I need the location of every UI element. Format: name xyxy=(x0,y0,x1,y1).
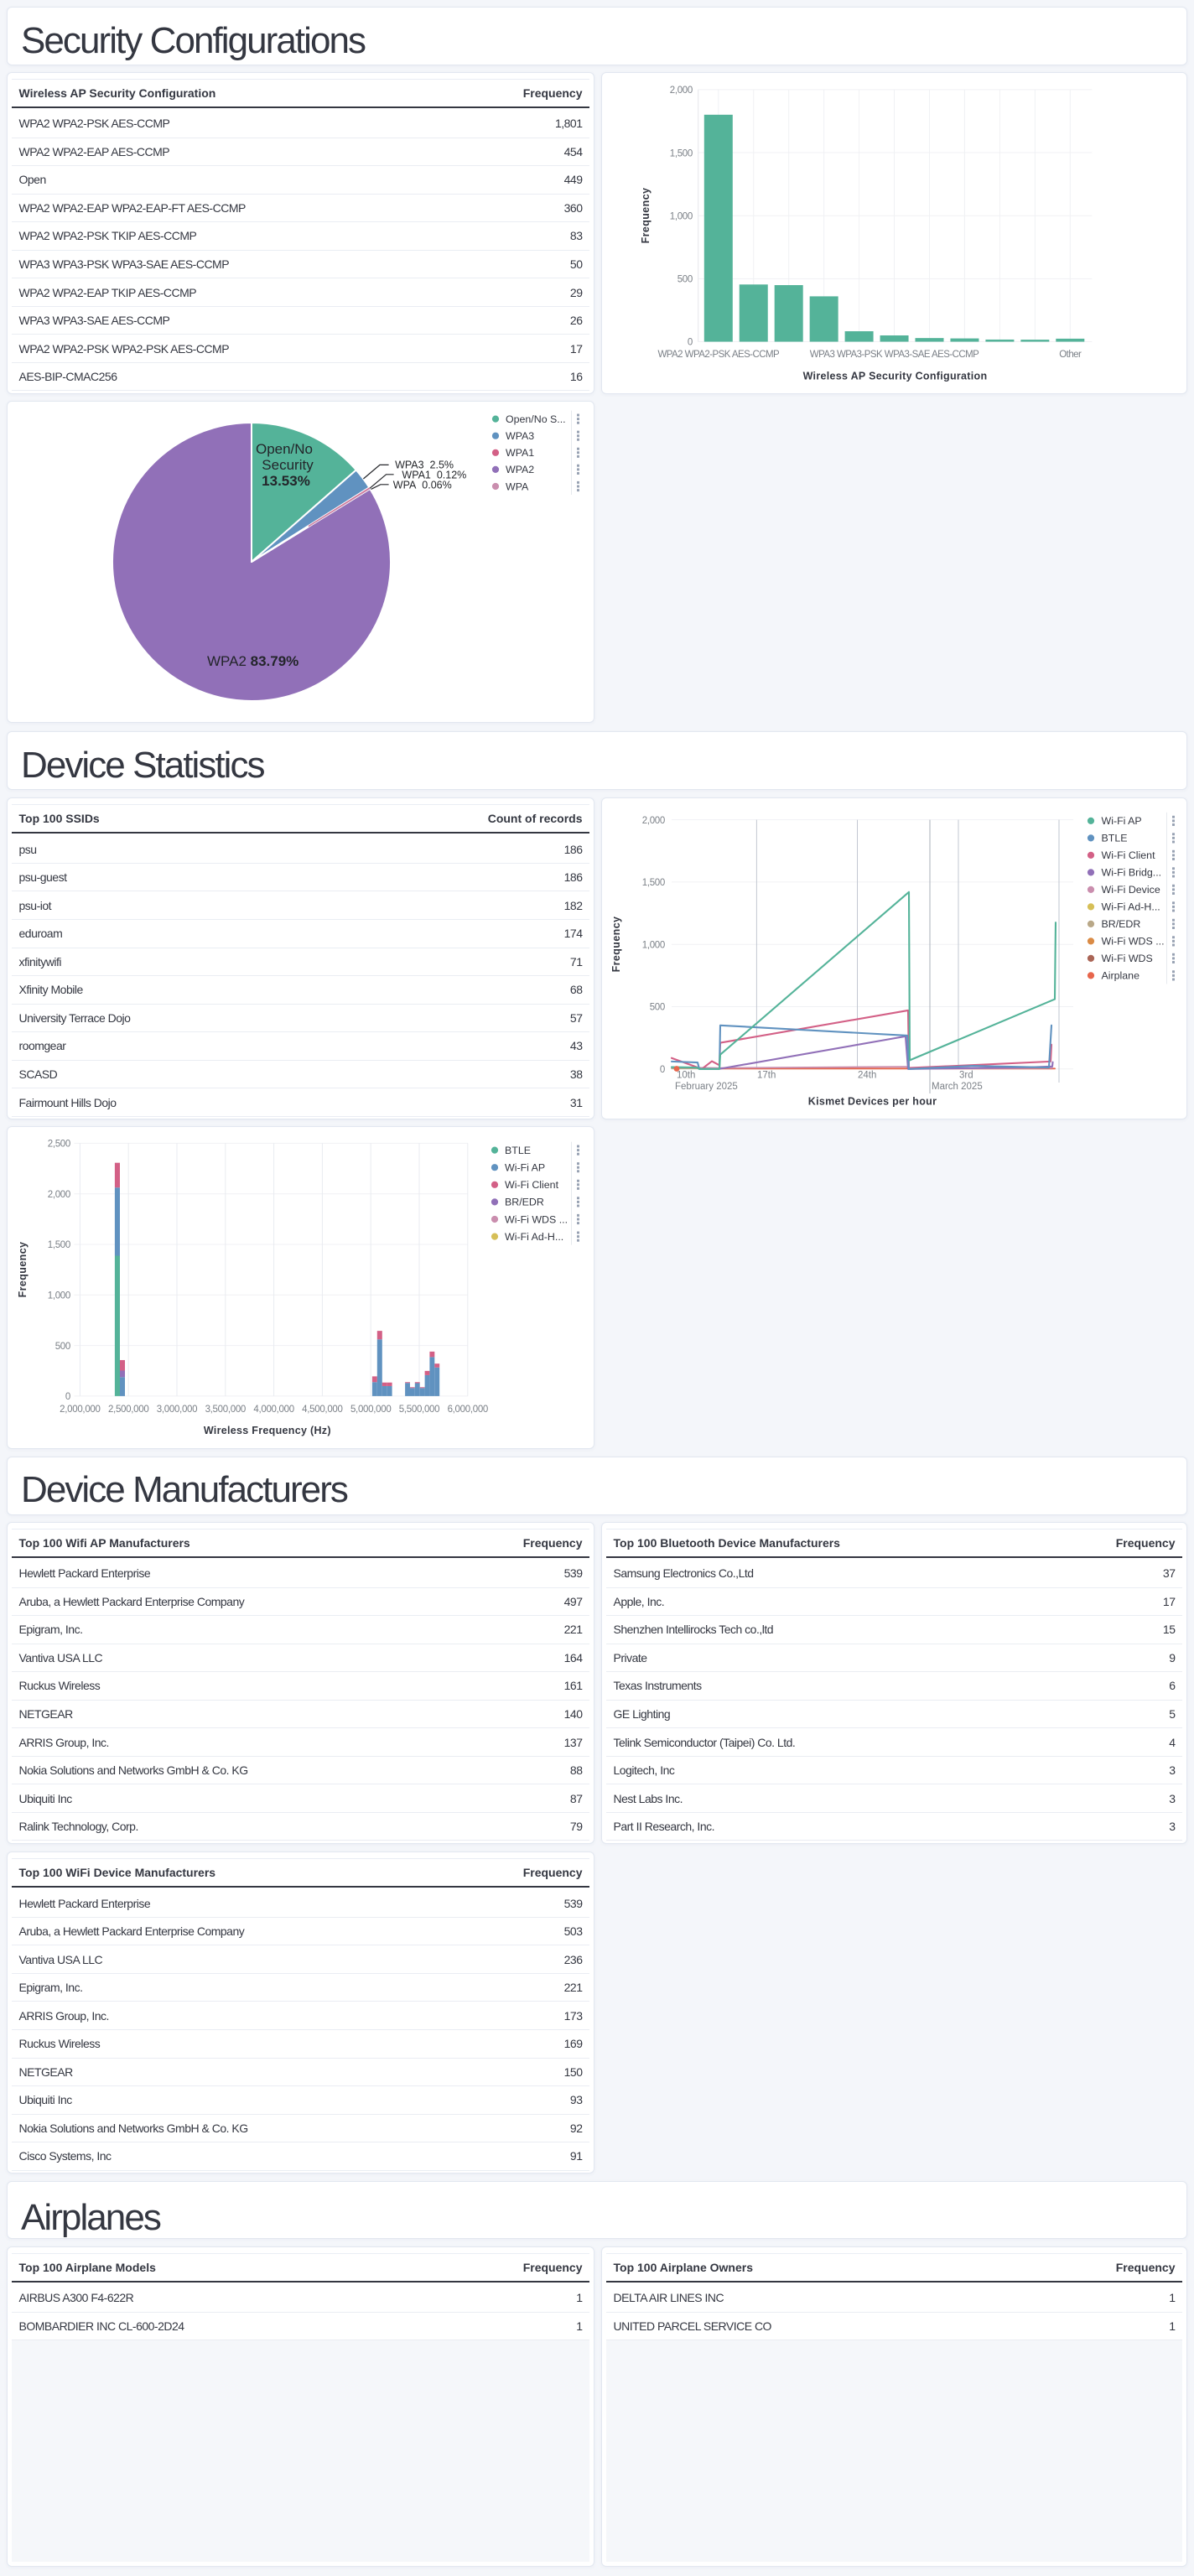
svg-text:WPA: WPA xyxy=(506,480,529,492)
svg-text:0: 0 xyxy=(660,1065,665,1075)
svg-text:Frequency: Frequency xyxy=(640,188,652,244)
svg-text:2,000: 2,000 xyxy=(670,86,693,96)
svg-text:Wi-Fi WDS ...: Wi-Fi WDS ... xyxy=(1102,936,1165,948)
svg-text:10th: 10th xyxy=(677,1071,695,1081)
svg-text:WPA2 83.79%: WPA2 83.79% xyxy=(207,653,298,669)
svg-text:Open/No: Open/No xyxy=(256,441,313,457)
svg-text:February 2025: February 2025 xyxy=(675,1082,738,1092)
svg-text:3,000,000: 3,000,000 xyxy=(157,1405,197,1415)
svg-text:500: 500 xyxy=(55,1342,70,1352)
svg-text:0: 0 xyxy=(688,338,693,348)
svg-text:2,500: 2,500 xyxy=(48,1140,70,1150)
svg-text:5,500,000: 5,500,000 xyxy=(399,1405,439,1415)
svg-text:March 2025: March 2025 xyxy=(932,1082,983,1092)
svg-text:500: 500 xyxy=(650,1003,665,1013)
svg-text:WPA 0.06%: WPA 0.06% xyxy=(393,480,452,491)
svg-text:Wi-Fi AP: Wi-Fi AP xyxy=(1102,816,1142,828)
svg-text:2,000: 2,000 xyxy=(48,1190,70,1200)
svg-text:2,000,000: 2,000,000 xyxy=(60,1405,100,1415)
svg-text:WPA2 WPA2-PSK AES-CCMP: WPA2 WPA2-PSK AES-CCMP xyxy=(657,350,780,360)
svg-text:Airplane: Airplane xyxy=(1102,970,1140,982)
svg-text:Wi-Fi Ad-H...: Wi-Fi Ad-H... xyxy=(1102,901,1160,913)
svg-text:1,000: 1,000 xyxy=(670,211,693,221)
svg-text:WPA2: WPA2 xyxy=(506,464,534,475)
svg-text:Kismet Devices per hour: Kismet Devices per hour xyxy=(808,1096,937,1108)
svg-text:WPA3 WPA3-PSK WPA3-SAE AES-CCM: WPA3 WPA3-PSK WPA3-SAE AES-CCMP xyxy=(810,350,979,360)
svg-text:500: 500 xyxy=(677,275,693,285)
svg-text:5,000,000: 5,000,000 xyxy=(350,1405,391,1415)
svg-text:WPA1: WPA1 xyxy=(506,447,534,459)
svg-text:1,500: 1,500 xyxy=(642,878,665,888)
svg-text:BR/EDR: BR/EDR xyxy=(505,1197,544,1208)
svg-text:Frequency: Frequency xyxy=(17,1242,29,1298)
svg-text:3rd: 3rd xyxy=(959,1071,973,1081)
svg-text:BTLE: BTLE xyxy=(505,1145,531,1156)
svg-text:Wi-Fi Bridg...: Wi-Fi Bridg... xyxy=(1102,867,1162,879)
svg-text:WPA3 2.5%: WPA3 2.5% xyxy=(395,460,454,471)
svg-text:BR/EDR: BR/EDR xyxy=(1102,919,1141,931)
svg-text:17th: 17th xyxy=(757,1071,776,1081)
svg-text:Wi-Fi Client: Wi-Fi Client xyxy=(505,1179,559,1191)
svg-text:Frequency: Frequency xyxy=(610,917,622,973)
svg-text:2,000: 2,000 xyxy=(642,816,665,826)
svg-text:Wi-Fi WDS: Wi-Fi WDS xyxy=(1102,953,1153,965)
svg-text:1,500: 1,500 xyxy=(670,148,693,158)
svg-text:6,000,000: 6,000,000 xyxy=(448,1405,488,1415)
svg-text:3,500,000: 3,500,000 xyxy=(205,1405,246,1415)
svg-text:0: 0 xyxy=(65,1392,70,1402)
svg-text:1,000: 1,000 xyxy=(48,1291,70,1301)
svg-text:Wireless Frequency (Hz): Wireless Frequency (Hz) xyxy=(204,1425,331,1436)
svg-text:Wi-Fi WDS ...: Wi-Fi WDS ... xyxy=(505,1213,568,1225)
svg-text:WPA3: WPA3 xyxy=(506,430,534,442)
svg-text:Other: Other xyxy=(1059,350,1082,360)
svg-text:4,000,000: 4,000,000 xyxy=(253,1405,293,1415)
svg-text:WPA1 0.12%: WPA1 0.12% xyxy=(402,469,466,480)
svg-text:Wi-Fi Client: Wi-Fi Client xyxy=(1102,850,1156,862)
svg-text:Wi-Fi Ad-H...: Wi-Fi Ad-H... xyxy=(505,1231,563,1243)
svg-text:1,000: 1,000 xyxy=(642,941,665,951)
svg-text:Wi-Fi AP: Wi-Fi AP xyxy=(505,1162,545,1174)
svg-text:13.53%: 13.53% xyxy=(262,473,310,489)
svg-text:BTLE: BTLE xyxy=(1102,833,1128,844)
svg-text:Open/No S...: Open/No S... xyxy=(506,413,566,425)
svg-text:4,500,000: 4,500,000 xyxy=(302,1405,342,1415)
svg-text:2,500,000: 2,500,000 xyxy=(108,1405,148,1415)
svg-text:1,500: 1,500 xyxy=(48,1240,70,1250)
svg-text:24th: 24th xyxy=(858,1071,876,1081)
svg-text:Wi-Fi Device: Wi-Fi Device xyxy=(1102,885,1160,896)
svg-text:Wireless AP Security Configura: Wireless AP Security Configuration xyxy=(803,371,988,382)
svg-text:Security: Security xyxy=(262,457,314,473)
